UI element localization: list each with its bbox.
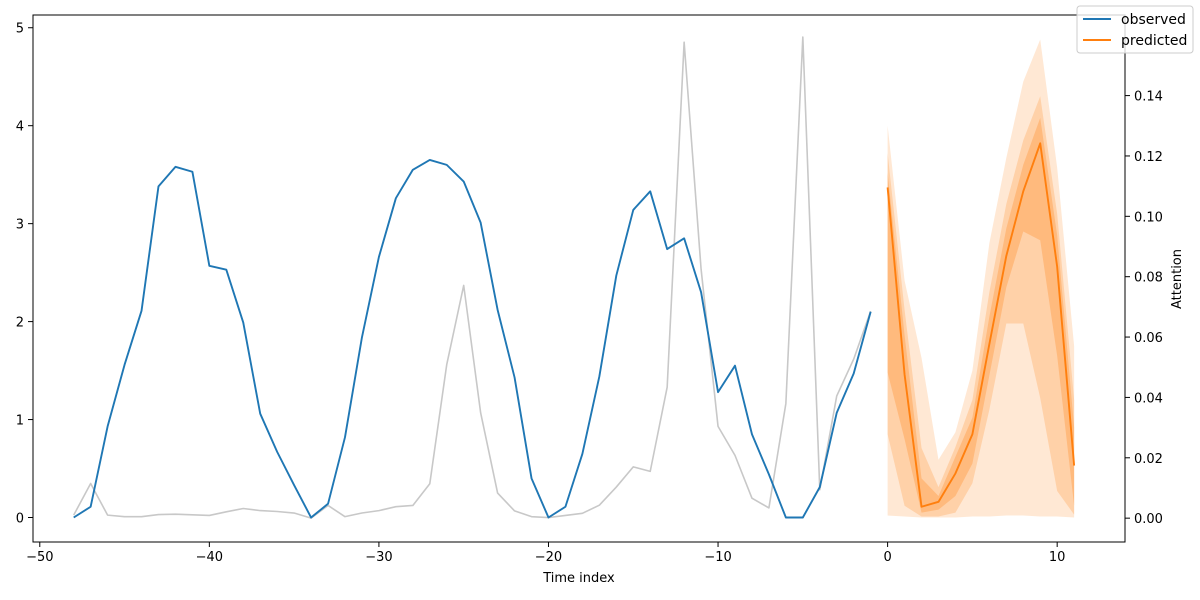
x-tick-label: −40 bbox=[196, 550, 223, 565]
prediction-band-2 bbox=[887, 96, 1075, 517]
x-tick-label: −30 bbox=[365, 550, 392, 565]
legend: observed predicted bbox=[1076, 5, 1194, 54]
series-lines bbox=[72, 36, 1076, 519]
x-axis: −50 −40 −30 −20 −10 0 10 bbox=[26, 542, 1065, 565]
prediction-bands bbox=[887, 39, 1075, 518]
prediction-band-1 bbox=[887, 39, 1075, 518]
y-tick-label: 2 bbox=[16, 316, 24, 331]
prediction-band-3 bbox=[887, 117, 1075, 513]
observed-series-line bbox=[73, 159, 872, 519]
x-tick-label: 10 bbox=[1049, 550, 1066, 565]
y2-tick-label: 0.14 bbox=[1134, 90, 1163, 105]
legend-frame bbox=[1076, 5, 1194, 54]
y-tick-label: 0 bbox=[16, 512, 24, 527]
y-tick-label: 3 bbox=[16, 218, 24, 233]
x-tick-label: −10 bbox=[704, 550, 731, 565]
y2-tick-label: 0.02 bbox=[1134, 452, 1163, 467]
y2-tick-label: 0.06 bbox=[1134, 331, 1163, 346]
y2-axis-label: Attention bbox=[1170, 249, 1185, 309]
y-tick-label: 1 bbox=[16, 414, 24, 429]
y-tick-label: 4 bbox=[16, 120, 24, 135]
attention-series-line bbox=[72, 36, 872, 519]
x-axis-label: Time index bbox=[542, 571, 615, 586]
legend-observed-label: observed bbox=[1121, 12, 1186, 28]
x-tick-label: 0 bbox=[883, 550, 891, 565]
legend-predicted-label: predicted bbox=[1121, 33, 1187, 49]
y-tick-label: 5 bbox=[16, 22, 24, 37]
y-axis-left: 0 1 2 3 4 5 bbox=[16, 22, 33, 527]
x-tick-label: −50 bbox=[26, 550, 53, 565]
x-tick-label: −20 bbox=[535, 550, 562, 565]
y2-tick-label: 0.10 bbox=[1134, 210, 1163, 225]
y2-tick-label: 0.00 bbox=[1134, 512, 1163, 527]
y2-tick-label: 0.04 bbox=[1134, 391, 1163, 406]
axes-frame bbox=[32, 14, 1126, 543]
y-axis-right: 0.00 0.02 0.04 0.06 0.08 0.10 0.12 0.14 bbox=[1125, 90, 1163, 527]
y2-tick-label: 0.08 bbox=[1134, 271, 1163, 286]
y2-tick-label: 0.12 bbox=[1134, 150, 1163, 165]
predicted-series-line bbox=[886, 142, 1076, 508]
